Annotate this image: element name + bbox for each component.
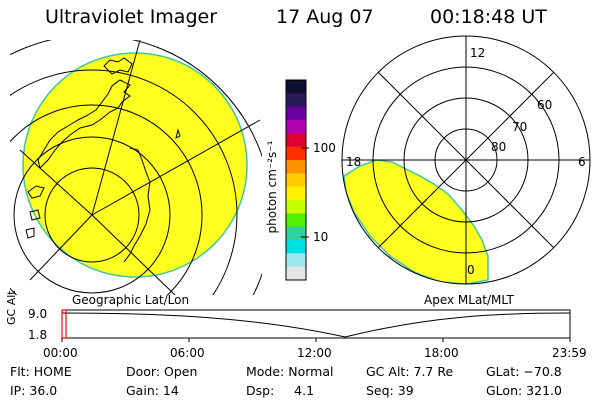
status-dsp: Dsp: 4.1 — [246, 383, 315, 398]
coastline — [37, 79, 131, 169]
status-glon: GLon: 321.0 — [486, 383, 562, 398]
timeline-y-bottom: 1.8 — [28, 328, 48, 342]
instrument-title: Ultraviolet Imager — [45, 6, 218, 28]
polar-auroral-image — [343, 159, 489, 284]
apex-panel-label: Apex MLat/MLT — [424, 293, 514, 307]
colorbar-band — [286, 80, 306, 94]
colorbar-band — [286, 146, 306, 161]
colorbar-band — [286, 213, 306, 228]
colorbar-band — [286, 240, 306, 254]
status-glat: GLat: −70.8 — [486, 364, 562, 379]
geographic-globe-panel — [10, 40, 262, 295]
mlat-70-label: 70 — [512, 120, 528, 134]
date-label: 17 Aug 07 — [276, 6, 374, 28]
mlt-0-label: 0 — [467, 263, 475, 277]
status-gain: Gain: 14 — [126, 383, 179, 398]
status-mode: Mode: Normal — [246, 364, 334, 379]
status-flight: Flt: HOME — [10, 364, 72, 379]
timeline-tick-2: 12:00 — [297, 346, 332, 360]
colorbar-band — [286, 120, 306, 134]
colorbar-band — [286, 266, 306, 281]
colorbar-band — [286, 253, 306, 268]
colorbar-band — [286, 106, 306, 121]
geographic-panel-label: Geographic Lat/Lon — [72, 293, 190, 307]
altitude-curve — [61, 312, 571, 338]
timeline-ylabel: GC Alt — [5, 290, 18, 325]
mlat-60-label: 60 — [537, 98, 553, 112]
colorbar — [286, 80, 306, 281]
mlt-6-label: 6 — [578, 155, 586, 169]
status-door: Door: Open — [126, 364, 198, 379]
colorbar-unit-label: photon cm⁻²s⁻¹ — [265, 140, 279, 234]
colorbar-tick-100: 100 — [313, 141, 336, 155]
mlat-80-label: 80 — [491, 140, 507, 154]
altitude-timeline — [61, 309, 571, 342]
timeline-tick-4: 23:59 — [552, 346, 587, 360]
colorbar-band — [286, 173, 306, 188]
timeline-tick-1: 06:00 — [170, 346, 205, 360]
time-label: 00:18:48 UT — [430, 6, 547, 28]
colorbar-band — [286, 133, 306, 148]
status-seq: Seq: 39 — [366, 383, 414, 398]
mlt-12-label: 12 — [470, 46, 486, 60]
current-time-marker — [61, 309, 67, 339]
colorbar-band — [286, 93, 306, 108]
colorbar-band — [286, 226, 306, 241]
mlt-18-label: 18 — [346, 155, 362, 169]
status-ip: IP: 36.0 — [10, 383, 58, 398]
colorbar-band — [286, 160, 306, 174]
timeline-y-top: 9.0 — [28, 307, 48, 321]
timeline-tick-3: 18:00 — [424, 346, 459, 360]
status-gc-alt: GC Alt: 7.7 Re — [366, 364, 454, 379]
colorbar-band — [286, 200, 306, 214]
polar-plot-panel — [341, 35, 591, 285]
colorbar-band — [286, 186, 306, 201]
colorbar-tick-10: 10 — [313, 230, 329, 244]
timeline-tick-0: 00:00 — [43, 346, 78, 360]
